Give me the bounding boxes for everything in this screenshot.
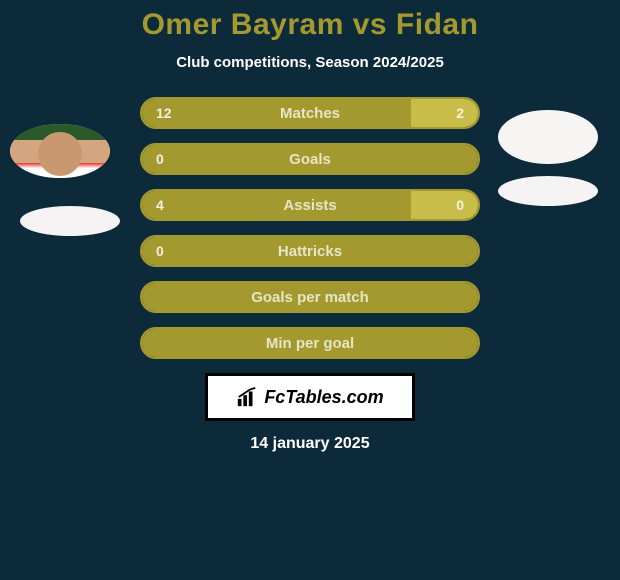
stat-label: Assists (142, 197, 478, 214)
stat-label: Goals (142, 151, 478, 168)
player-right-placeholder (498, 176, 598, 206)
stat-value-left: 0 (156, 243, 164, 259)
stat-row: Goals per match (140, 281, 480, 313)
player-right-avatar (498, 110, 598, 164)
subtitle: Club competitions, Season 2024/2025 (0, 54, 620, 71)
stat-value-right: 2 (456, 105, 464, 121)
stat-value-left: 0 (156, 151, 164, 167)
stat-rows: Matches122Goals0Assists40Hattricks0Goals… (140, 97, 480, 359)
stat-label: Min per goal (142, 335, 478, 352)
stat-label: Goals per match (142, 289, 478, 306)
stat-value-left: 12 (156, 105, 172, 121)
page-title: Omer Bayram vs Fidan (0, 8, 620, 42)
stat-label: Hattricks (142, 243, 478, 260)
stat-row: Assists4 0 (140, 189, 480, 221)
logo-box: FcTables.com (205, 373, 415, 421)
stat-row: Matches12 2 (140, 97, 480, 129)
avatar-face-icon (10, 124, 110, 178)
fctables-logo-icon (236, 386, 258, 408)
stat-value-left: 4 (156, 197, 164, 213)
stat-row: Goals0 (140, 143, 480, 175)
stat-row: Min per goal (140, 327, 480, 359)
player-left-avatar (10, 124, 110, 178)
stat-label: Matches (142, 105, 478, 122)
stat-row: Hattricks0 (140, 235, 480, 267)
stat-value-right: 0 (456, 197, 464, 213)
logo-text: FcTables.com (264, 387, 383, 408)
player-left-placeholder (20, 206, 120, 236)
comparison-card: Omer Bayram vs Fidan Club competitions, … (0, 0, 620, 580)
date-text: 14 january 2025 (0, 435, 620, 453)
